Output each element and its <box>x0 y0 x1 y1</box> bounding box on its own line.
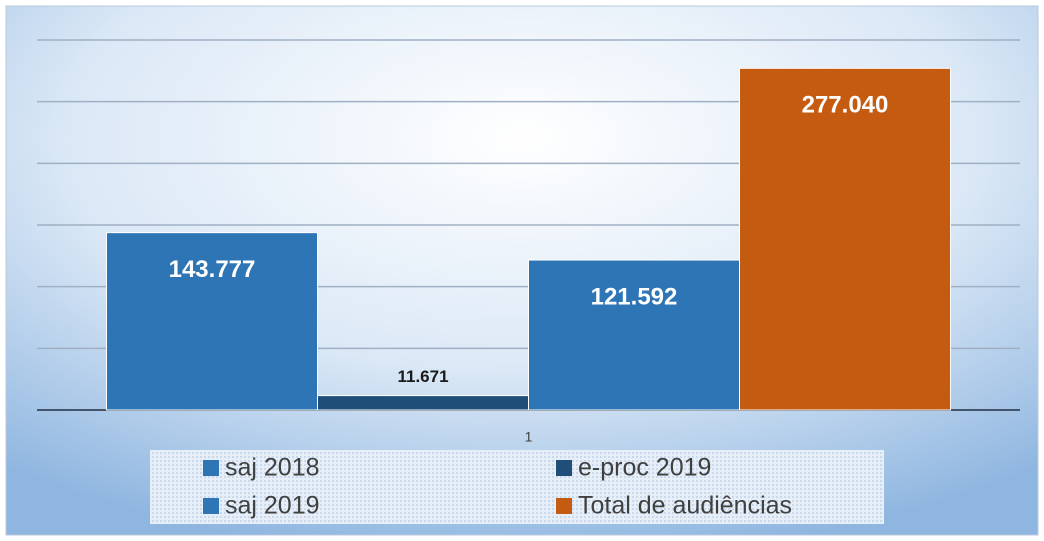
legend-swatch <box>203 498 219 514</box>
bar <box>317 395 529 411</box>
data-label: 11.671 <box>397 367 448 386</box>
legend-label: Total de audiências <box>578 492 792 520</box>
bar <box>739 67 951 411</box>
legend-swatch <box>556 460 572 476</box>
legend-label: saj 2018 <box>225 454 320 482</box>
x-tick-label: 1 <box>525 429 533 445</box>
bar <box>528 259 740 411</box>
legend-box <box>150 450 884 524</box>
legend-swatch <box>556 498 572 514</box>
data-label: 277.040 <box>802 92 889 119</box>
data-label: 143.777 <box>169 256 256 283</box>
legend-label: saj 2019 <box>225 492 320 520</box>
bar <box>106 232 318 411</box>
legend-swatch <box>203 460 219 476</box>
data-label: 121.592 <box>591 283 678 310</box>
legend-label: e-proc 2019 <box>578 454 711 482</box>
